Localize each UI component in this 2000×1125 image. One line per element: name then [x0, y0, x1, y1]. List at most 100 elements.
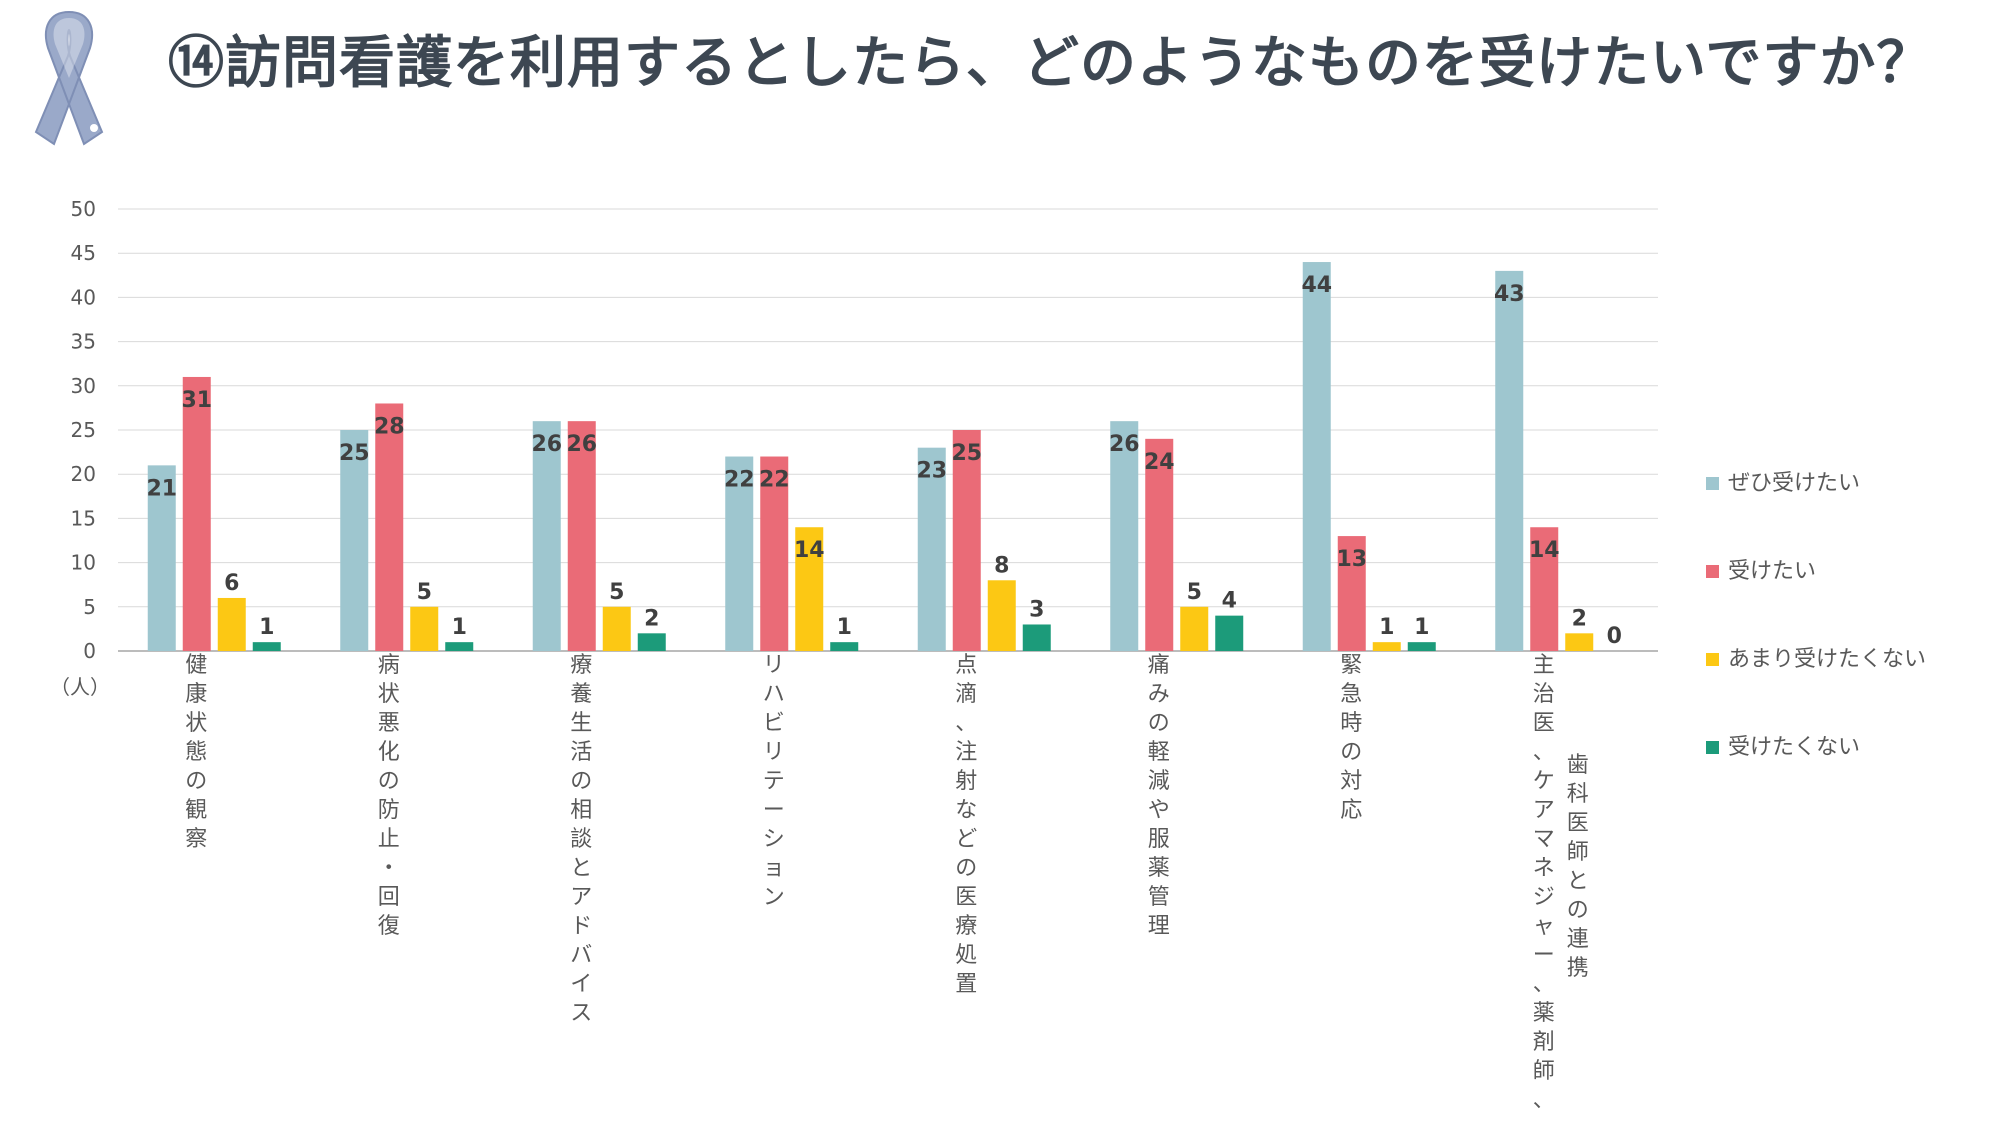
category-label-char: 生 [570, 711, 592, 736]
legend-swatch [1706, 565, 1719, 578]
category-label-char: ど [955, 827, 977, 852]
category-label-char: リ [763, 653, 785, 678]
data-label: 5 [417, 580, 432, 605]
legend-swatch [1706, 741, 1719, 754]
category-label-char: 治 [1533, 682, 1555, 707]
bar [182, 376, 211, 651]
category-label-char: マ [1533, 827, 1555, 852]
category-label-char: み [1148, 682, 1170, 707]
data-label: 1 [452, 615, 467, 640]
data-label: 25 [339, 441, 370, 466]
category-label-char: 理 [1148, 914, 1170, 939]
category-label-char: 状 [185, 711, 207, 736]
data-label: 26 [1109, 432, 1140, 457]
y-tick-label: 35 [71, 330, 96, 354]
category-label-char: 置 [955, 972, 977, 997]
category-label-char: 管 [1148, 885, 1170, 910]
category-label-char: 談 [570, 827, 592, 852]
category-label-char: 療 [570, 653, 592, 678]
category-label-char: 回 [378, 885, 400, 910]
bar [1022, 624, 1051, 651]
category-label-char: ハ [763, 682, 785, 707]
category-label-char: イ [570, 972, 592, 997]
category-label-char: 、 [1533, 972, 1555, 997]
category-label-char: ネ [1533, 856, 1555, 881]
category-label-char: ・ [378, 856, 400, 881]
y-tick-label: 0 [83, 639, 96, 663]
bar [1565, 633, 1594, 651]
y-tick-label: 30 [71, 374, 96, 398]
category-label-char: 止 [378, 827, 400, 852]
legend-label: 受けたい [1728, 559, 1816, 584]
category-label-char: や [1148, 798, 1170, 823]
category-label-char: ー [1533, 943, 1555, 968]
category-label-char: 科 [1567, 782, 1589, 807]
bar [1180, 606, 1209, 651]
data-label: 5 [1187, 580, 1202, 605]
category-label-char: 携 [1567, 956, 1589, 981]
category-label-char: 医 [1533, 711, 1555, 736]
legend-label: ぜひ受けたい [1728, 471, 1860, 496]
page-title: ⑭訪問看護を利用するとしたら、どのようなものを受けたいですか？ [168, 31, 1934, 96]
category-label-char: 状 [378, 682, 400, 707]
category-label-char: の [1148, 711, 1170, 736]
bar [1145, 438, 1174, 651]
category-label-char: 対 [1340, 769, 1362, 794]
category-label-char: 相 [570, 798, 592, 823]
bar [532, 421, 561, 651]
category-label-char: 滴 [955, 682, 977, 707]
data-label: 22 [759, 468, 790, 493]
category-label-char: 師 [1567, 840, 1589, 865]
bar [410, 606, 439, 651]
category-label-char: 急 [1340, 682, 1362, 707]
category-label-char: の [1567, 898, 1589, 923]
bar [987, 580, 1016, 651]
category-label-char: 悪 [378, 711, 400, 736]
category-label-char: ャ [1533, 914, 1555, 939]
data-label: 4 [1222, 589, 1237, 614]
bar [445, 642, 474, 651]
data-label: 1 [1414, 615, 1429, 640]
y-tick-label: 45 [71, 241, 96, 265]
y-tick-label: 40 [71, 285, 96, 309]
data-label: 31 [181, 388, 212, 413]
category-label-char: 注 [955, 740, 977, 765]
bar [1337, 536, 1366, 651]
data-label: 44 [1301, 273, 1332, 298]
category-label-char: 、 [955, 711, 977, 736]
bar [567, 421, 596, 651]
category-label-char: シ [763, 827, 785, 852]
data-label: 1 [1379, 615, 1394, 640]
bar [1302, 262, 1331, 651]
data-label: 3 [1029, 597, 1044, 622]
category-label-char: ー [763, 798, 785, 823]
category-label-char: 歯 [1567, 753, 1589, 778]
category-label-char: ョ [763, 856, 785, 881]
legend-swatch [1706, 477, 1719, 490]
bar [340, 430, 369, 651]
category-label-char: 射 [955, 769, 977, 794]
legend-label: あまり受けたくない [1728, 647, 1926, 672]
y-tick-label: 10 [71, 551, 96, 575]
data-label: 23 [916, 459, 947, 484]
category-label-char: テ [763, 769, 785, 794]
category-label-char: 剤 [1533, 1030, 1555, 1055]
data-label: 26 [566, 432, 597, 457]
bar [637, 633, 666, 651]
y-tick-label: 50 [71, 197, 96, 221]
category-label-char: 医 [1567, 811, 1589, 836]
bar [1530, 527, 1559, 651]
legend-swatch [1706, 653, 1719, 666]
data-label: 1 [259, 615, 274, 640]
category-label-char: ン [763, 885, 785, 910]
category-label-char: 医 [955, 885, 977, 910]
category-label-char: 主 [1533, 653, 1555, 678]
data-label: 21 [146, 476, 177, 501]
category-label-char: ケ [1533, 769, 1555, 794]
category-label-char: 緊 [1340, 653, 1362, 678]
bar [1372, 642, 1401, 651]
data-label: 26 [531, 432, 562, 457]
y-tick-label: 15 [71, 506, 96, 530]
data-label: 1 [837, 615, 852, 640]
bar [602, 606, 631, 651]
